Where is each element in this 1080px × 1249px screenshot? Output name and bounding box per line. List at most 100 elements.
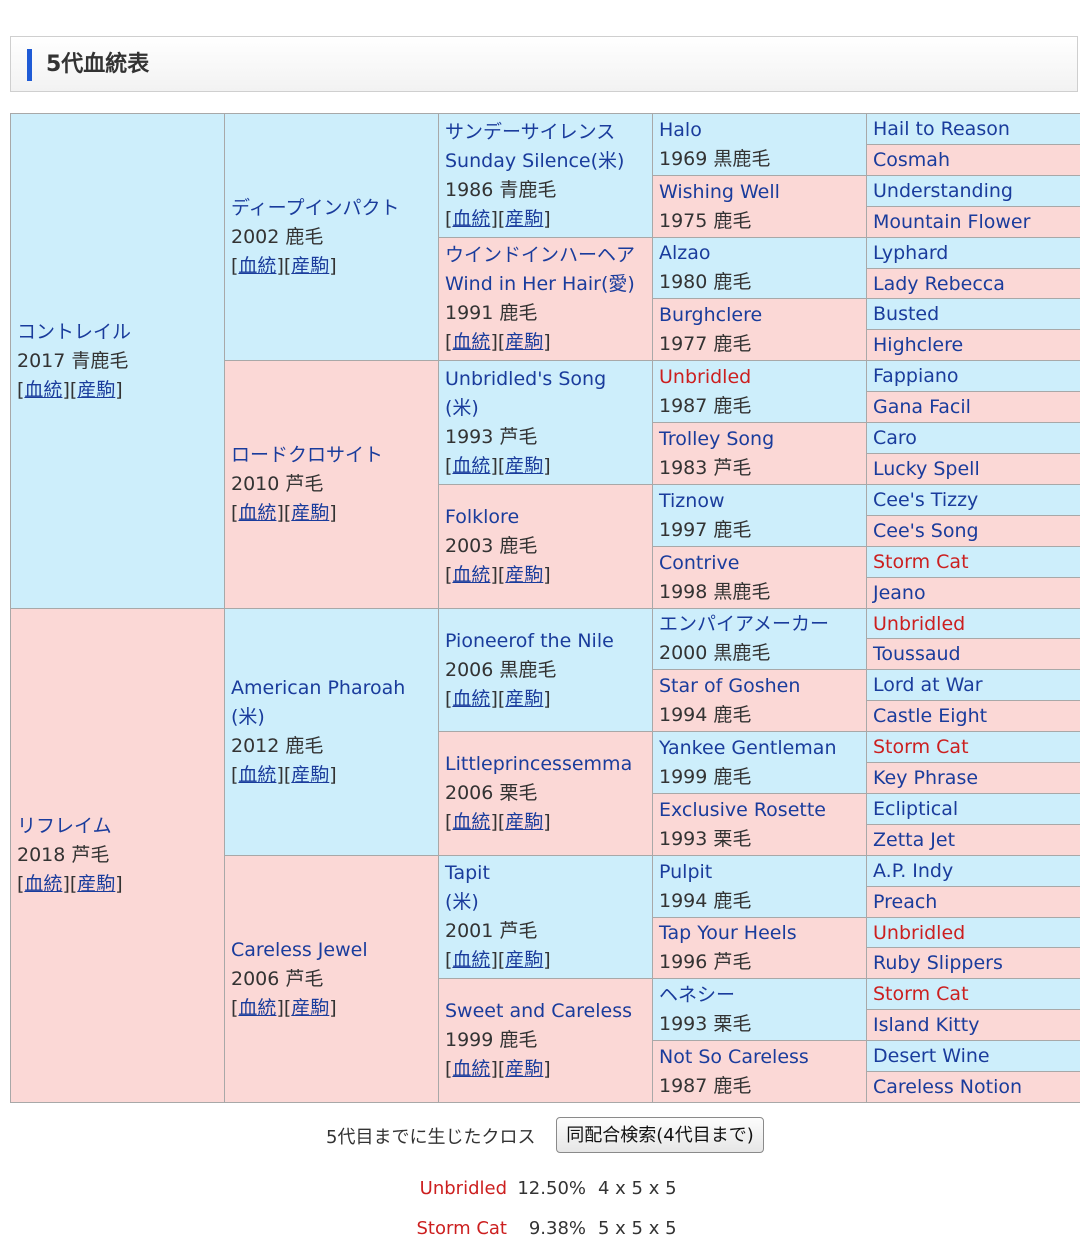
pedigree-link[interactable]: 血統 [452,811,491,833]
horse-name-link[interactable]: Cee's Tizzy [873,489,979,511]
horse-name-link[interactable]: コントレイル [17,320,132,343]
pedigree-link[interactable]: 血統 [238,502,277,524]
horse-name-link[interactable]: Wishing Well [659,180,780,203]
offspring-link[interactable]: 産駒 [505,687,544,710]
horse-name-link[interactable]: Castle Eight [873,705,988,727]
horse-name-link[interactable]: Sweet and Careless [445,1000,633,1022]
horse-name-sub-link[interactable]: (米) [231,706,265,728]
offspring-link[interactable]: 産駒 [291,502,330,524]
horse-name-link[interactable]: Lady Rebecca [873,272,1005,295]
horse-name-link[interactable]: サンデーサイレンス [445,120,616,143]
horse-name-link[interactable]: ヘネシー [659,983,736,1006]
horse-name-link[interactable]: Island Kitty [873,1014,980,1036]
horse-name-link[interactable]: Busted [873,303,940,325]
horse-name-link[interactable]: Halo [659,118,702,141]
horse-name-link[interactable]: Storm Cat [873,551,969,573]
horse-name-link[interactable]: Burghclere [659,303,763,326]
horse-name-link[interactable]: Exclusive Rosette [659,798,826,821]
horse-name-link[interactable]: Mountain Flower [873,211,1031,233]
horse-name-link[interactable]: Understanding [873,180,1013,202]
horse-name-link[interactable]: Ecliptical [873,798,959,820]
offspring-link[interactable]: 産駒 [505,811,544,833]
horse-name-link[interactable]: Pioneerof the Nile [445,629,614,652]
pedigree-link[interactable]: 血統 [238,764,277,786]
offspring-link[interactable]: 産駒 [77,873,116,895]
horse-name-sub-link[interactable]: Sunday Silence(米) [445,149,625,172]
horse-name-link[interactable]: Careless Notion [873,1076,1023,1098]
horse-name-link[interactable]: Zetta Jet [873,829,956,851]
horse-name-link[interactable]: Lord at War [873,674,983,696]
offspring-link[interactable]: 産駒 [505,331,544,353]
horse-name-link[interactable]: Cosmah [873,149,950,171]
horse-name-link[interactable]: Unbridled [873,921,966,944]
offspring-link[interactable]: 産駒 [505,564,544,586]
pedigree-link[interactable]: 血統 [452,207,491,230]
horse-name-link[interactable]: Fappiano [873,365,959,387]
same-mating-search-button[interactable]: 同配合検索(4代目まで) [556,1117,764,1153]
horse-name-link[interactable]: Contrive [659,551,740,574]
pedigree-link[interactable]: 血統 [238,996,277,1019]
horse-name-link[interactable]: エンパイアメーカー [659,613,830,635]
cross-horse-link[interactable]: Storm Cat [416,1218,508,1239]
pedigree-link[interactable]: 血統 [452,331,491,353]
horse-name-link[interactable]: Preach [873,891,938,913]
horse-name-link[interactable]: Key Phrase [873,767,979,789]
cross-horse-link[interactable]: Unbridled [419,1178,507,1199]
horse-name-link[interactable]: Pulpit [659,860,713,883]
pedigree-link[interactable]: 血統 [24,873,63,895]
pedigree-link[interactable]: 血統 [24,378,63,401]
horse-name-link[interactable]: ウインドインハーヘア [445,244,636,266]
horse-name-link[interactable]: リフレイム [17,815,112,837]
offspring-link[interactable]: 産駒 [505,207,544,230]
horse-birth-info: 1991 鹿毛 [445,302,538,324]
horse-name-link[interactable]: Not So Careless [659,1045,809,1068]
pedigree-link[interactable]: 血統 [452,1058,491,1080]
offspring-link[interactable]: 産駒 [505,1058,544,1080]
pedigree-link[interactable]: 血統 [452,949,491,971]
horse-name-link[interactable]: Caro [873,427,917,449]
horse-name-link[interactable]: Tap Your Heels [659,922,797,944]
horse-name-link[interactable]: Toussaud [873,643,961,665]
horse-name-link[interactable]: Lyphard [873,242,949,264]
horse-name-link[interactable]: A.P. Indy [873,860,954,882]
horse-name-link[interactable]: Desert Wine [873,1045,990,1067]
horse-name-link[interactable]: Jeano [873,582,926,604]
offspring-link[interactable]: 産駒 [77,378,116,401]
horse-name-link[interactable]: Unbridled [873,612,966,635]
horse-name-link[interactable]: Ruby Slippers [873,952,1003,974]
horse-name-link[interactable]: American Pharoah [231,677,406,699]
pedigree-link[interactable]: 血統 [238,254,277,277]
offspring-link[interactable]: 産駒 [291,254,330,277]
horse-name-link[interactable]: ロードクロサイト [231,444,384,466]
horse-name-sub-link[interactable]: (米) [445,891,479,913]
offspring-link[interactable]: 産駒 [291,996,330,1019]
horse-name-link[interactable]: Littleprincessemma [445,753,633,775]
horse-name-link[interactable]: Cee's Song [873,520,979,542]
offspring-link[interactable]: 産駒 [505,949,544,971]
offspring-link[interactable]: 産駒 [505,454,544,477]
horse-name-link[interactable]: Unbridled [659,365,752,388]
horse-name-link[interactable]: Highclere [873,334,964,356]
horse-name-link[interactable]: Hail to Reason [873,118,1010,140]
horse-name-link[interactable]: Tiznow [659,489,725,512]
horse-name-sub-link[interactable]: (米) [445,396,479,419]
horse-links: [血統][産駒] [445,564,551,586]
horse-name-link[interactable]: Trolley Song [659,427,775,450]
horse-name-link[interactable]: Gana Facil [873,396,971,418]
horse-name-link[interactable]: Alzao [659,242,711,264]
horse-name-link[interactable]: Yankee Gentleman [659,736,837,759]
horse-name-link[interactable]: Unbridled's Song [445,367,607,390]
horse-name-sub-link[interactable]: Wind in Her Hair(愛) [445,273,635,295]
horse-name-link[interactable]: Folklore [445,506,520,528]
horse-name-link[interactable]: Careless Jewel [231,938,368,961]
horse-name-link[interactable]: Storm Cat [873,983,969,1005]
horse-name-link[interactable]: Storm Cat [873,736,969,758]
horse-name-link[interactable]: Star of Goshen [659,674,801,697]
horse-name-link[interactable]: Lucky Spell [873,458,980,480]
pedigree-link[interactable]: 血統 [452,454,491,477]
horse-name-link[interactable]: Tapit [445,862,490,884]
pedigree-link[interactable]: 血統 [452,687,491,710]
horse-name-link[interactable]: ディープインパクト [231,196,400,219]
offspring-link[interactable]: 産駒 [291,764,330,786]
pedigree-link[interactable]: 血統 [452,564,491,586]
